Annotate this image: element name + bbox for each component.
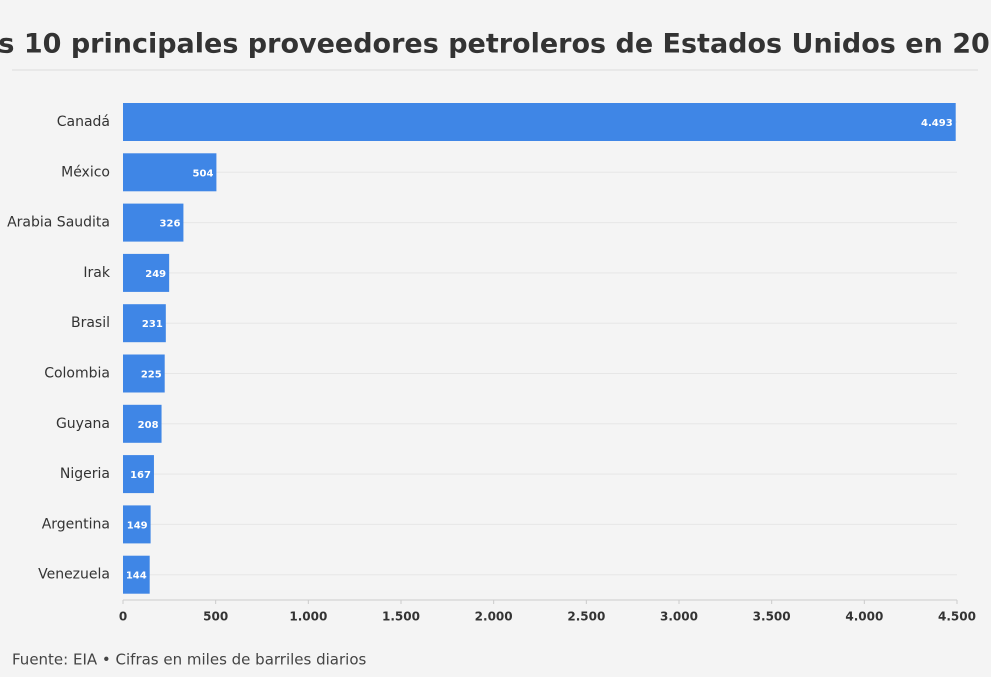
- source: Fuente: EIA • Cifras en miles de barrile…: [12, 651, 366, 669]
- bar: [123, 354, 165, 393]
- y-tick-label: México: [61, 164, 110, 180]
- x-tick-label: 1.500: [382, 610, 420, 624]
- x-tick-label: 4.000: [845, 610, 883, 624]
- bar: [123, 505, 151, 544]
- value-label: 225: [141, 370, 162, 381]
- y-tick-label: Arabia Saudita: [7, 215, 110, 231]
- x-tick-label: 3.500: [753, 610, 791, 624]
- y-tick-label: Brasil: [71, 315, 110, 331]
- y-tick-label: Guyana: [56, 416, 110, 432]
- value-label: 208: [138, 420, 159, 431]
- x-tick-label: 1.000: [289, 610, 327, 624]
- value-label: 4.493: [921, 118, 953, 129]
- value-label: 249: [145, 269, 166, 280]
- bar: [123, 455, 154, 494]
- y-tick-label: Nigeria: [60, 466, 110, 482]
- bar: [123, 103, 956, 141]
- y-tick-label: Irak: [83, 265, 110, 281]
- bar: [123, 304, 166, 343]
- bar: [123, 404, 162, 443]
- value-label: 504: [193, 168, 214, 179]
- y-tick-label: Colombia: [44, 366, 110, 382]
- y-tick-label: Argentina: [42, 516, 110, 532]
- chart-title: Los 10 principales proveedores petrolero…: [0, 29, 991, 60]
- value-label: 231: [142, 319, 163, 330]
- x-tick-label: 500: [203, 610, 228, 624]
- x-tick-label: 4.500: [938, 610, 976, 624]
- x-tick-label: 3.000: [660, 610, 698, 624]
- y-tick-label: Venezuela: [38, 567, 110, 583]
- bar: [123, 253, 170, 292]
- x-tick-label: 0: [119, 610, 127, 624]
- x-tick-label: 2.500: [567, 610, 605, 624]
- value-label: 326: [160, 219, 181, 230]
- bar: [123, 555, 150, 594]
- x-tick-label: 2.000: [475, 610, 513, 624]
- bar: [123, 203, 184, 242]
- bar: [123, 153, 217, 192]
- value-label: 144: [126, 571, 147, 582]
- value-label: 149: [127, 520, 148, 531]
- y-tick-label: Canadá: [57, 114, 110, 130]
- value-label: 167: [130, 470, 151, 481]
